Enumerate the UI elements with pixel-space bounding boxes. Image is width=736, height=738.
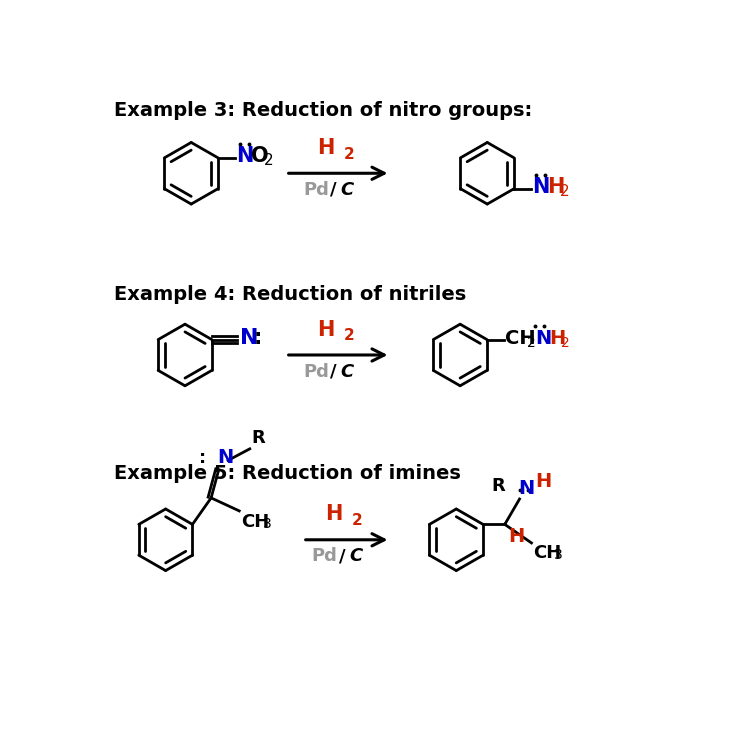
Text: 2: 2 (344, 147, 354, 162)
Text: Pd: Pd (303, 181, 329, 199)
Text: C: C (340, 362, 353, 381)
Text: 2: 2 (562, 336, 570, 350)
Text: 2: 2 (263, 154, 273, 168)
Text: 3: 3 (263, 517, 272, 531)
Text: H: H (316, 138, 334, 158)
Text: CH: CH (241, 513, 269, 531)
Text: /: / (330, 181, 337, 199)
Text: R: R (492, 477, 506, 495)
Text: N: N (236, 146, 253, 166)
Text: :: : (254, 328, 262, 348)
Text: 2: 2 (344, 328, 354, 343)
Text: /: / (339, 548, 345, 565)
Text: H: H (316, 320, 334, 339)
Text: N: N (518, 478, 534, 497)
Text: C: C (340, 181, 353, 199)
Text: /: / (330, 362, 337, 381)
Text: 3: 3 (554, 548, 563, 562)
Text: 2: 2 (352, 513, 363, 528)
Text: Example 5: Reduction of imines: Example 5: Reduction of imines (113, 464, 461, 483)
Text: Pd: Pd (303, 362, 329, 381)
Text: N: N (240, 328, 258, 348)
Text: CH: CH (533, 544, 562, 562)
Text: H: H (548, 177, 565, 197)
Text: 2: 2 (560, 184, 570, 199)
Text: H: H (549, 328, 565, 348)
Text: N: N (217, 448, 233, 467)
Text: N: N (535, 328, 551, 348)
Text: H: H (508, 527, 524, 545)
Text: R: R (251, 430, 265, 447)
Text: H: H (535, 472, 551, 492)
Text: C: C (349, 548, 362, 565)
Text: Example 3: Reduction of nitro groups:: Example 3: Reduction of nitro groups: (113, 101, 532, 120)
Text: H: H (325, 504, 343, 525)
Text: 2: 2 (527, 337, 536, 351)
Text: CH: CH (505, 328, 535, 348)
Text: O: O (252, 146, 269, 166)
Text: N: N (532, 177, 549, 197)
Text: Example 4: Reduction of nitriles: Example 4: Reduction of nitriles (113, 285, 466, 304)
Text: Pd: Pd (311, 548, 337, 565)
Text: :: : (199, 449, 213, 467)
